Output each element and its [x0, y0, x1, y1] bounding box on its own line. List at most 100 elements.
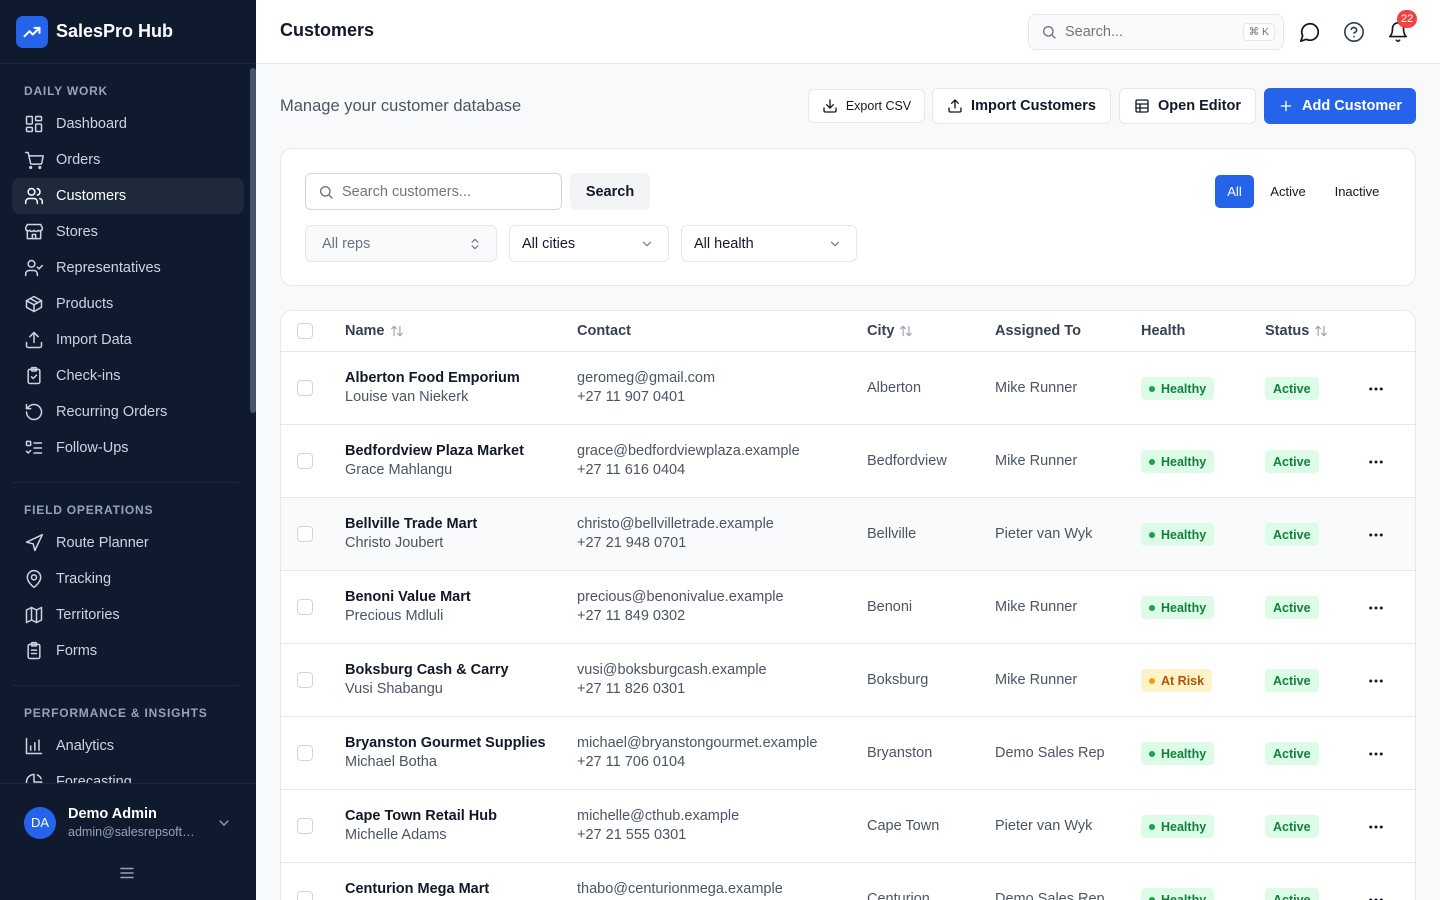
row-actions-button[interactable]	[1367, 599, 1385, 622]
sidebar-item-recurring-orders[interactable]: Recurring Orders	[12, 394, 244, 430]
sidebar-item-customers[interactable]: Customers	[12, 178, 244, 214]
menu-icon[interactable]	[118, 864, 136, 882]
global-search[interactable]: ⌘ K	[1028, 14, 1284, 50]
table-row[interactable]: Bedfordview Plaza Market Grace Mahlangu gr…	[281, 425, 1415, 498]
row-checkbox[interactable]	[297, 818, 313, 834]
avatar: DA	[24, 806, 56, 839]
sidebar-item-route-planner[interactable]: Route Planner	[12, 525, 244, 561]
table-row[interactable]: Alberton Food Emporium Louise van Niekerk…	[281, 352, 1415, 425]
customer-name[interactable]: Centurion Mega Mart	[345, 881, 490, 897]
row-checkbox[interactable]	[297, 745, 313, 761]
add-customer-button[interactable]: Add Customer	[1264, 88, 1416, 124]
export-csv-button[interactable]: Export CSV	[808, 89, 925, 123]
health-label: Healthy	[1161, 819, 1207, 834]
customer-name[interactable]: Alberton Food Emporium	[345, 370, 520, 386]
help-button[interactable]	[1342, 20, 1366, 44]
row-actions-button[interactable]	[1367, 453, 1385, 476]
open-editor-label: Open Editor	[1158, 98, 1241, 114]
tab-inactive[interactable]: Inactive	[1334, 184, 1380, 199]
page-title: Customers	[280, 20, 375, 40]
tab-all[interactable]: All	[1215, 175, 1254, 208]
customer-name-cell[interactable]: Cape Town Retail Hub Michelle Adams	[345, 808, 497, 843]
status-badge: Active	[1265, 815, 1319, 838]
table-row[interactable]: Bryanston Gourmet Supplies Michael Botha m…	[281, 717, 1415, 790]
rep-select[interactable]: All reps	[305, 225, 497, 262]
customer-name-cell[interactable]: Benoni Value Mart Precious Mdluli	[345, 589, 471, 624]
row-checkbox[interactable]	[297, 599, 313, 615]
health-select[interactable]: All health	[681, 225, 857, 262]
open-editor-button[interactable]: Open Editor	[1119, 88, 1256, 124]
row-actions-button[interactable]	[1367, 891, 1385, 900]
row-actions-button[interactable]	[1367, 380, 1385, 403]
customer-name[interactable]: Boksburg Cash & Carry	[345, 662, 509, 678]
table-row[interactable]: Cape Town Retail Hub Michelle Adams michel…	[281, 790, 1415, 863]
sidebar-item-import-data[interactable]: Import Data	[12, 322, 244, 358]
navigation-icon	[25, 533, 44, 552]
row-actions-button[interactable]	[1367, 672, 1385, 695]
row-actions-button[interactable]	[1367, 526, 1385, 549]
sidebar-item-representatives[interactable]: Representatives	[12, 250, 244, 286]
messages-button[interactable]	[1298, 20, 1322, 44]
row-checkbox[interactable]	[297, 891, 313, 900]
sidebar-item-label: Dashboard	[56, 116, 127, 132]
sidebar-item-forecasting[interactable]: Forecasting	[12, 764, 244, 783]
customer-name-cell[interactable]: Boksburg Cash & Carry Vusi Shabangu	[345, 662, 509, 697]
download-icon	[823, 99, 837, 113]
sidebar-item-check-ins[interactable]: Check-ins	[12, 358, 244, 394]
customer-name[interactable]: Benoni Value Mart	[345, 589, 471, 605]
health-badge: Healthy	[1141, 815, 1215, 838]
row-actions-button[interactable]	[1367, 818, 1385, 841]
column-status[interactable]: Status	[1265, 323, 1328, 339]
chevron-down-icon[interactable]	[216, 815, 232, 831]
table-row[interactable]: Boksburg Cash & Carry Vusi Shabangu vusi@b…	[281, 644, 1415, 717]
global-search-input[interactable]	[1065, 24, 1235, 40]
sidebar-item-label: Representatives	[56, 260, 161, 276]
sidebar-item-stores[interactable]: Stores	[12, 214, 244, 250]
table-row[interactable]: Benoni Value Mart Precious Mdluli precious…	[281, 571, 1415, 644]
row-checkbox[interactable]	[297, 526, 313, 542]
brand[interactable]: SalesPro Hub	[0, 0, 256, 64]
rotate-icon	[25, 403, 43, 421]
customer-name-cell[interactable]: Bellville Trade Mart Christo Joubert	[345, 516, 477, 551]
sidebar-scrollbar[interactable]	[250, 68, 256, 413]
sidebar-item-analytics[interactable]: Analytics	[12, 728, 244, 764]
sidebar-item-orders[interactable]: Orders	[12, 142, 244, 178]
import-customers-button[interactable]: Import Customers	[932, 88, 1111, 124]
sidebar-item-follow-ups[interactable]: Follow-Ups	[12, 430, 244, 466]
user-menu[interactable]: DA Demo Admin admin@salesrepsoftware.exa…	[0, 783, 256, 900]
customer-search[interactable]	[305, 173, 562, 210]
column-city[interactable]: City	[867, 323, 913, 339]
sidebar-item-products[interactable]: Products	[12, 286, 244, 322]
customer-search-input[interactable]	[342, 183, 542, 200]
customer-name[interactable]: Bryanston Gourmet Supplies	[345, 735, 546, 751]
customer-name-cell[interactable]: Bedfordview Plaza Market Grace Mahlangu	[345, 443, 524, 478]
sidebar-item-territories[interactable]: Territories	[12, 597, 244, 633]
search-button[interactable]: Search	[570, 173, 650, 210]
sidebar-item-forms[interactable]: Forms	[12, 633, 244, 669]
contact-person: Louise van Niekerk	[345, 389, 469, 405]
customer-name[interactable]: Cape Town Retail Hub	[345, 808, 497, 824]
city-select[interactable]: All cities	[509, 225, 669, 262]
customer-name-cell[interactable]: Bryanston Gourmet Supplies Michael Botha	[345, 735, 546, 770]
sidebar-item-label: Recurring Orders	[56, 404, 168, 420]
row-checkbox[interactable]	[297, 453, 313, 469]
row-actions-button[interactable]	[1367, 745, 1385, 768]
customer-name-cell[interactable]: Centurion Mega Mart	[345, 881, 489, 900]
tab-active[interactable]: Active	[1270, 184, 1306, 199]
select-all-checkbox[interactable]	[297, 323, 313, 339]
column-name[interactable]: Name	[345, 323, 404, 339]
user-email: admin@salesrepsoftware.example	[68, 825, 200, 839]
table-row[interactable]: Centurion Mega Mart thabo@centurionmega.e…	[281, 863, 1415, 900]
table-row[interactable]: Bellville Trade Mart Christo Joubert chris…	[281, 498, 1415, 571]
sidebar-item-dashboard[interactable]: Dashboard	[12, 106, 244, 142]
sidebar-item-tracking[interactable]: Tracking	[12, 561, 244, 597]
row-checkbox[interactable]	[297, 672, 313, 688]
status-badge: Active	[1265, 450, 1319, 473]
filter-card: Search All Active Inactive All reps All …	[280, 148, 1416, 286]
contact-cell: michelle@cthub.example +27 21 555 0301	[577, 808, 739, 843]
row-checkbox[interactable]	[297, 380, 313, 396]
customer-name-cell[interactable]: Alberton Food Emporium Louise van Niekerk	[345, 370, 520, 405]
customer-name[interactable]: Bedfordview Plaza Market	[345, 443, 524, 459]
chevron-down-icon	[830, 241, 840, 247]
customer-name[interactable]: Bellville Trade Mart	[345, 516, 478, 532]
